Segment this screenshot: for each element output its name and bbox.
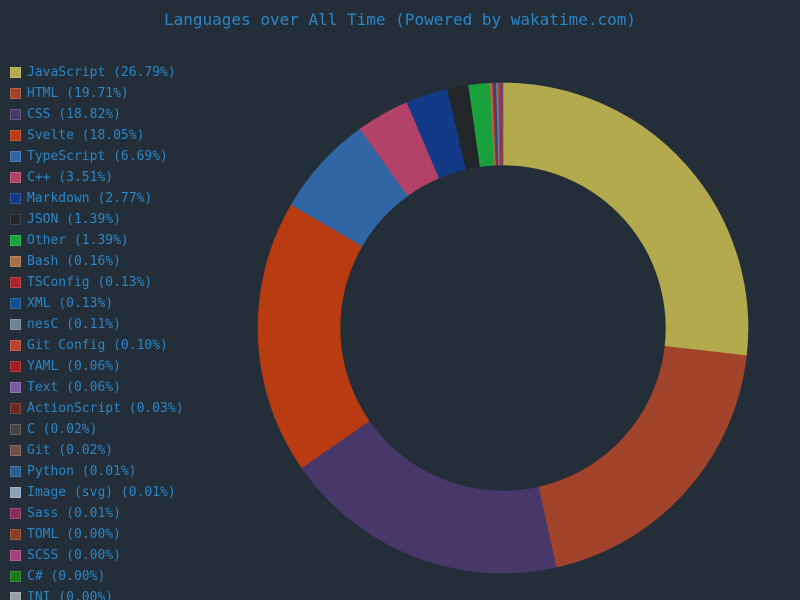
legend-swatch — [10, 529, 21, 540]
legend-label: TSConfig (0.13%) — [27, 275, 153, 290]
legend-swatch — [10, 592, 21, 600]
legend-swatch — [10, 361, 21, 372]
legend-item: C (0.02%) — [10, 419, 184, 440]
legend-label: Python (0.01%) — [27, 464, 137, 479]
legend-swatch — [10, 130, 21, 141]
legend-item: XML (0.13%) — [10, 293, 184, 314]
legend-label: YAML (0.06%) — [27, 359, 121, 374]
legend-item: C++ (3.51%) — [10, 167, 184, 188]
legend-item: Bash (0.16%) — [10, 251, 184, 272]
legend-swatch — [10, 277, 21, 288]
legend-swatch — [10, 151, 21, 162]
legend-item: JSON (1.39%) — [10, 209, 184, 230]
legend-item: TypeScript (6.69%) — [10, 146, 184, 167]
legend-swatch — [10, 256, 21, 267]
legend-label: nesC (0.11%) — [27, 317, 121, 332]
legend-label: C (0.02%) — [27, 422, 98, 437]
legend-label: Git (0.02%) — [27, 443, 114, 458]
legend-item: Other (1.39%) — [10, 230, 184, 251]
legend-item: INI (0.00%) — [10, 587, 184, 600]
legend-item: JavaScript (26.79%) — [10, 62, 184, 83]
legend-item: Git Config (0.10%) — [10, 335, 184, 356]
legend-label: Svelte (18.05%) — [27, 128, 145, 143]
legend-swatch — [10, 382, 21, 393]
legend-swatch — [10, 109, 21, 120]
legend-item: YAML (0.06%) — [10, 356, 184, 377]
legend-swatch — [10, 319, 21, 330]
legend-label: Text (0.06%) — [27, 380, 121, 395]
legend-label: Bash (0.16%) — [27, 254, 121, 269]
legend-swatch — [10, 424, 21, 435]
legend-item: Image (svg) (0.01%) — [10, 482, 184, 503]
legend-swatch — [10, 214, 21, 225]
legend-swatch — [10, 466, 21, 477]
legend-label: TypeScript (6.69%) — [27, 149, 168, 164]
legend-label: JavaScript (26.79%) — [27, 65, 176, 80]
legend-label: JSON (1.39%) — [27, 212, 121, 227]
legend-label: ActionScript (0.03%) — [27, 401, 184, 416]
slice-css — [301, 420, 557, 574]
legend-item: CSS (18.82%) — [10, 104, 184, 125]
legend-swatch — [10, 508, 21, 519]
legend-label: C++ (3.51%) — [27, 170, 114, 185]
legend-item: Sass (0.01%) — [10, 503, 184, 524]
legend-swatch — [10, 88, 21, 99]
legend-swatch — [10, 67, 21, 78]
legend-item: Text (0.06%) — [10, 377, 184, 398]
legend-label: TOML (0.00%) — [27, 527, 121, 542]
legend-swatch — [10, 298, 21, 309]
legend-swatch — [10, 340, 21, 351]
legend-item: TSConfig (0.13%) — [10, 272, 184, 293]
legend-label: Markdown (2.77%) — [27, 191, 153, 206]
legend-swatch — [10, 550, 21, 561]
legend-label: Git Config (0.10%) — [27, 338, 168, 353]
legend-swatch — [10, 403, 21, 414]
legend-swatch — [10, 487, 21, 498]
legend-label: Image (svg) (0.01%) — [27, 485, 176, 500]
legend-swatch — [10, 445, 21, 456]
legend-item: Svelte (18.05%) — [10, 125, 184, 146]
legend-item: nesC (0.11%) — [10, 314, 184, 335]
slice-svelte — [257, 204, 370, 469]
legend-label: SCSS (0.00%) — [27, 548, 121, 563]
legend-item: ActionScript (0.03%) — [10, 398, 184, 419]
legend-item: SCSS (0.00%) — [10, 545, 184, 566]
legend-swatch — [10, 172, 21, 183]
legend-swatch — [10, 235, 21, 246]
chart-title: Languages over All Time (Powered by waka… — [163, 10, 636, 29]
legend-item: HTML (19.71%) — [10, 83, 184, 104]
legend-label: CSS (18.82%) — [27, 107, 121, 122]
legend-label: INI (0.00%) — [27, 590, 114, 600]
legend-label: Sass (0.01%) — [27, 506, 121, 521]
legend-label: HTML (19.71%) — [27, 86, 129, 101]
slice-html — [538, 346, 747, 568]
slice-javascript — [502, 82, 749, 356]
legend-swatch — [10, 193, 21, 204]
legend-item: TOML (0.00%) — [10, 524, 184, 545]
legend-item: Markdown (2.77%) — [10, 188, 184, 209]
legend-item: Git (0.02%) — [10, 440, 184, 461]
legend-item: C# (0.00%) — [10, 566, 184, 587]
legend-label: Other (1.39%) — [27, 233, 129, 248]
legend-label: XML (0.13%) — [27, 296, 114, 311]
legend: JavaScript (26.79%) HTML (19.71%) CSS (18.… — [10, 62, 184, 600]
legend-item: Python (0.01%) — [10, 461, 184, 482]
legend-swatch — [10, 571, 21, 582]
legend-label: C# (0.00%) — [27, 569, 106, 584]
